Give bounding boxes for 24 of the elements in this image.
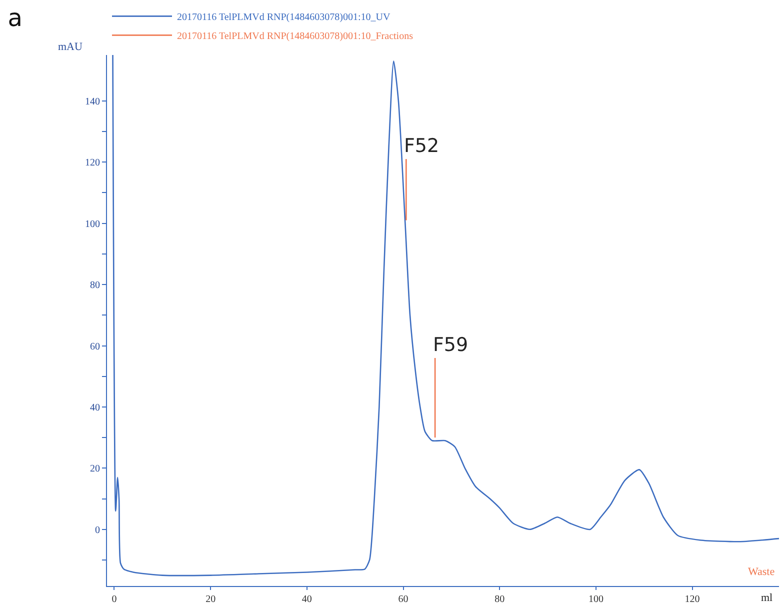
x-tick-label: 120 <box>684 594 700 605</box>
y-axis-title: mAU <box>58 41 82 53</box>
y-tick-label: 40 <box>90 402 100 414</box>
x-tick-label: 20 <box>206 594 216 605</box>
y-tick-label: 120 <box>85 158 100 169</box>
annotation: Waste <box>748 566 775 578</box>
chart-title: a <box>8 4 23 32</box>
x-tick-label: 40 <box>302 594 312 605</box>
annotation: F52 <box>404 135 440 157</box>
x-axis-title: ml <box>761 592 773 604</box>
line-series <box>112 55 779 576</box>
x-tick-label: 100 <box>588 594 604 605</box>
x-tick-label: 0 <box>112 594 117 605</box>
y-tick-label: 0 <box>95 524 100 536</box>
x-tick-label: 80 <box>494 594 505 605</box>
y-tick-label: 100 <box>85 218 100 230</box>
annotation: F59 <box>433 334 468 356</box>
y-tick-label: 60 <box>90 341 100 352</box>
y-tick-label: 140 <box>85 96 100 108</box>
text: 20170116 TelPLMVd RNP(1484603078)001:10_Fractions <box>177 31 414 42</box>
y-tick-label: 80 <box>90 280 100 292</box>
y-tick-label: 20 <box>90 464 100 475</box>
text: 20170116 TelPLMVd RNP(1484603078)001:10_UV <box>177 12 391 24</box>
x-tick-label: 60 <box>398 594 408 605</box>
